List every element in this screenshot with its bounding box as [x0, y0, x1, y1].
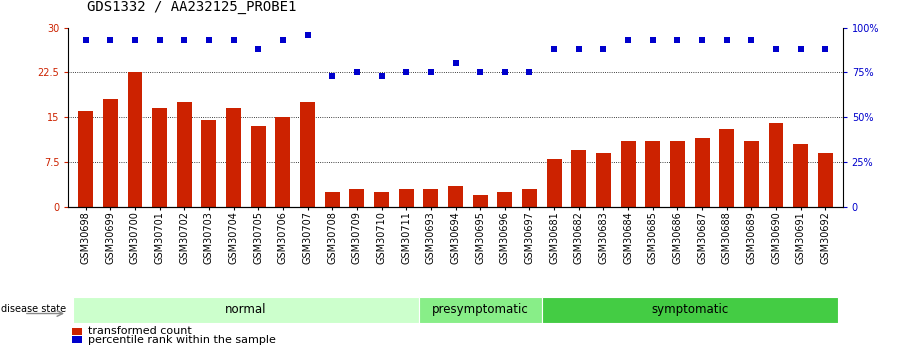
Point: [201, 37, 216, 43]
Bar: [73, 297, 418, 323]
Point: [448, 61, 463, 66]
Bar: [473, 195, 487, 207]
Point: [497, 70, 512, 75]
Point: [399, 70, 414, 75]
Point: [177, 37, 191, 43]
Point: [103, 37, 118, 43]
Bar: [547, 159, 561, 207]
Bar: [744, 141, 759, 207]
Bar: [620, 141, 636, 207]
Bar: [325, 192, 340, 207]
Point: [522, 70, 537, 75]
Point: [424, 70, 438, 75]
Bar: [818, 153, 833, 207]
Bar: [571, 150, 586, 207]
Bar: [418, 297, 542, 323]
Point: [818, 46, 833, 52]
Point: [78, 37, 93, 43]
Bar: [424, 189, 438, 207]
Text: transformed count: transformed count: [87, 326, 191, 336]
Bar: [72, 336, 82, 343]
Point: [152, 37, 167, 43]
Bar: [448, 186, 463, 207]
Point: [695, 37, 710, 43]
Bar: [72, 328, 82, 335]
Bar: [78, 111, 93, 207]
Bar: [596, 153, 611, 207]
Bar: [522, 189, 537, 207]
Bar: [769, 123, 783, 207]
Bar: [720, 129, 734, 207]
Bar: [695, 138, 710, 207]
Bar: [399, 189, 414, 207]
Point: [769, 46, 783, 52]
Bar: [201, 120, 216, 207]
Point: [620, 37, 635, 43]
Point: [226, 37, 241, 43]
Bar: [177, 102, 191, 207]
Point: [350, 70, 364, 75]
Bar: [645, 141, 660, 207]
Bar: [300, 102, 315, 207]
Text: normal: normal: [225, 303, 267, 316]
Point: [720, 37, 734, 43]
Text: presymptomatic: presymptomatic: [432, 303, 528, 316]
Point: [596, 46, 610, 52]
Point: [374, 73, 389, 79]
Bar: [251, 126, 266, 207]
Point: [276, 37, 291, 43]
Point: [473, 70, 487, 75]
Point: [128, 37, 142, 43]
Bar: [226, 108, 241, 207]
Point: [744, 37, 759, 43]
Bar: [670, 141, 685, 207]
Text: GDS1332 / AA232125_PROBE1: GDS1332 / AA232125_PROBE1: [87, 0, 296, 14]
Bar: [793, 144, 808, 207]
Bar: [542, 297, 838, 323]
Bar: [103, 99, 118, 207]
Bar: [374, 192, 389, 207]
Point: [646, 37, 660, 43]
Text: symptomatic: symptomatic: [651, 303, 729, 316]
Point: [571, 46, 586, 52]
Text: percentile rank within the sample: percentile rank within the sample: [87, 335, 275, 345]
Text: disease state: disease state: [2, 304, 67, 314]
Point: [251, 46, 265, 52]
Point: [547, 46, 561, 52]
Bar: [152, 108, 167, 207]
Point: [670, 37, 685, 43]
Bar: [275, 117, 291, 207]
Point: [325, 73, 340, 79]
Bar: [497, 192, 512, 207]
Bar: [350, 189, 364, 207]
Bar: [128, 72, 142, 207]
Point: [301, 32, 315, 38]
Point: [793, 46, 808, 52]
